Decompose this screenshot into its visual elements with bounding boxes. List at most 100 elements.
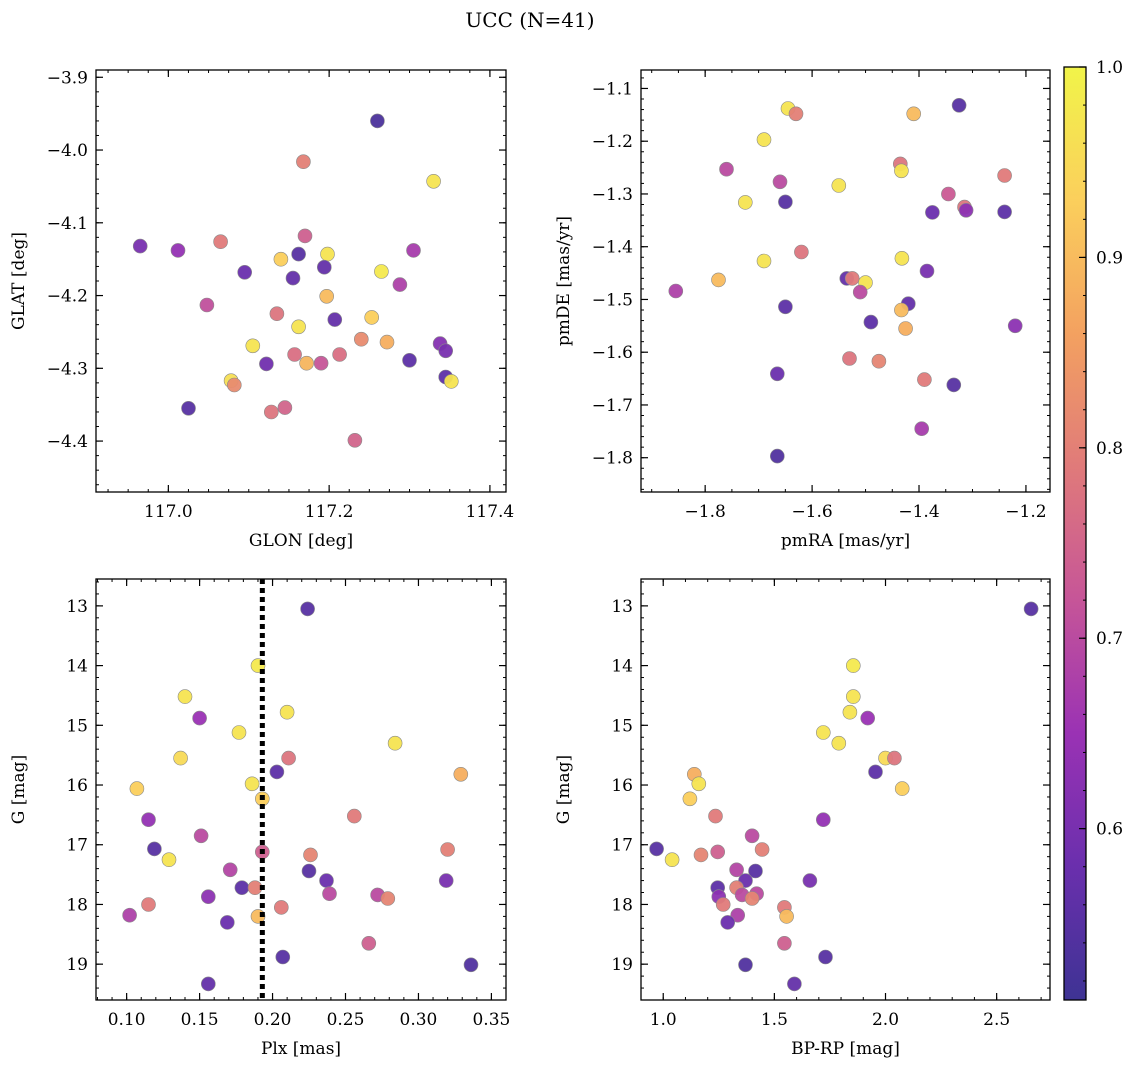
scatter-point	[729, 862, 744, 878]
y-tick-label: 19	[611, 955, 633, 975]
scatter-point	[132, 238, 148, 254]
scatter-point	[863, 314, 879, 330]
scatter-point	[285, 270, 301, 286]
x-axis-label: pmRA [mas/yr]	[781, 531, 910, 551]
scatter-point	[772, 174, 788, 190]
scatter-point	[245, 338, 261, 354]
scatter-point	[287, 347, 302, 362]
scatter-point	[748, 863, 763, 879]
scatter-point	[129, 781, 145, 796]
scatter-point	[299, 355, 314, 371]
x-tick-label: 0.35	[472, 1010, 510, 1030]
x-tick-label: 117.4	[466, 502, 515, 522]
y-tick-label: −1.1	[592, 79, 633, 99]
scatter-point	[296, 154, 311, 169]
scatter-point	[291, 319, 306, 335]
y-tick-label: 18	[611, 895, 633, 915]
scatter-point	[443, 374, 459, 389]
y-tick-label: −4.1	[47, 214, 88, 234]
scatter-point	[769, 448, 785, 464]
y-tick-label: −1.3	[592, 185, 633, 205]
y-tick-label: −4.0	[47, 141, 88, 161]
scatter-point	[898, 321, 913, 336]
y-tick-label: −4.4	[47, 432, 88, 452]
x-axis-label: BP-RP [mag]	[791, 1039, 900, 1059]
scatter-point	[925, 205, 940, 220]
scatter-point	[234, 880, 250, 896]
scatter-point	[997, 204, 1012, 220]
x-tick-label: −1.4	[898, 502, 939, 522]
scatter-point	[227, 377, 242, 393]
scatter-point	[794, 244, 809, 260]
scatter-point	[170, 243, 186, 258]
x-tick-label: 1.5	[761, 1010, 788, 1030]
scatter-point	[297, 228, 313, 244]
scatter-point	[237, 264, 252, 280]
y-tick-label: −1.7	[592, 396, 633, 416]
scatter-point	[844, 271, 860, 286]
colorbar-tick-label: 0.8	[1096, 439, 1123, 459]
scatter-point	[379, 334, 395, 350]
scatter-point	[380, 891, 396, 906]
scatter-point	[815, 725, 831, 740]
scatter-point	[161, 852, 177, 868]
scatter-point	[213, 234, 228, 249]
scatter-point	[313, 355, 329, 371]
y-axis: 13 14 15 16 17 18 19	[66, 597, 506, 975]
scatter-point	[860, 710, 876, 726]
y-tick-label: 14	[66, 657, 88, 677]
points	[668, 98, 1023, 464]
points	[132, 113, 459, 448]
scatter-point	[222, 862, 238, 878]
scatter-point	[871, 353, 887, 369]
scatter-point	[802, 873, 818, 888]
scatter-point	[192, 710, 207, 726]
scatter-point	[269, 764, 285, 780]
colorbar: 0.6 0.7 0.8 0.9 1.0	[1063, 58, 1123, 1001]
x-axis: 117.0 117.2 117.4	[144, 70, 514, 522]
x-tick-label: −1.6	[791, 502, 832, 522]
y-axis-label: GLAT [deg]	[9, 232, 29, 330]
colorbar-gradient	[1064, 67, 1086, 1000]
scatter-point	[263, 404, 279, 420]
scatter-point	[370, 113, 385, 129]
scatter-point	[275, 949, 291, 965]
y-tick-label: 17	[611, 836, 633, 856]
panels: 117.0 117.2 117.4 −3.9 −4.0 −4.1 −4.2 −4.3 −4.4 G…	[9, 68, 1051, 1059]
y-tick-label: 14	[611, 657, 633, 677]
scatter-point	[868, 764, 883, 780]
x-tick-label: 117.0	[144, 502, 193, 522]
scatter-point	[788, 106, 804, 122]
scatter-point	[353, 331, 369, 347]
scatter-point	[664, 852, 680, 868]
y-axis-label: pmDE [mas/yr]	[554, 216, 574, 346]
scatter-point	[392, 277, 408, 292]
y-tick-label: −1.4	[592, 238, 633, 258]
x-tick-label: 0.20	[254, 1010, 292, 1030]
scatter-point	[220, 915, 235, 930]
scatter-point	[691, 776, 707, 792]
colorbar-tick-label: 0.9	[1096, 248, 1123, 268]
panel-3: 0.10 0.15 0.20 0.25 0.30 0.35 13 14 15 16 17 18 19 Pl…	[9, 578, 510, 1059]
y-tick-label: 18	[66, 895, 88, 915]
scatter-point	[894, 302, 909, 318]
scatter-point	[818, 949, 833, 965]
scatter-point	[894, 250, 910, 266]
scatter-point	[779, 909, 794, 924]
scatter-point	[319, 873, 334, 888]
x-tick-label: 2.0	[872, 1010, 899, 1030]
scatter-point	[291, 246, 306, 262]
x-axis: 0.10 0.15 0.20 0.25 0.30 0.35	[108, 579, 510, 1030]
scatter-point	[777, 935, 792, 951]
axes-frame	[640, 578, 1051, 1001]
scatter-point	[845, 689, 861, 704]
scatter-point	[1023, 601, 1039, 617]
minor-ticks	[96, 579, 507, 1001]
colorbar-frame	[1063, 66, 1087, 1001]
scatter-point	[894, 163, 909, 179]
scatter-point	[842, 704, 858, 720]
scatter-point	[951, 98, 967, 113]
scatter-point	[201, 976, 216, 992]
colorbar-tick-label: 0.7	[1096, 629, 1123, 649]
axes-frame	[640, 69, 1051, 493]
